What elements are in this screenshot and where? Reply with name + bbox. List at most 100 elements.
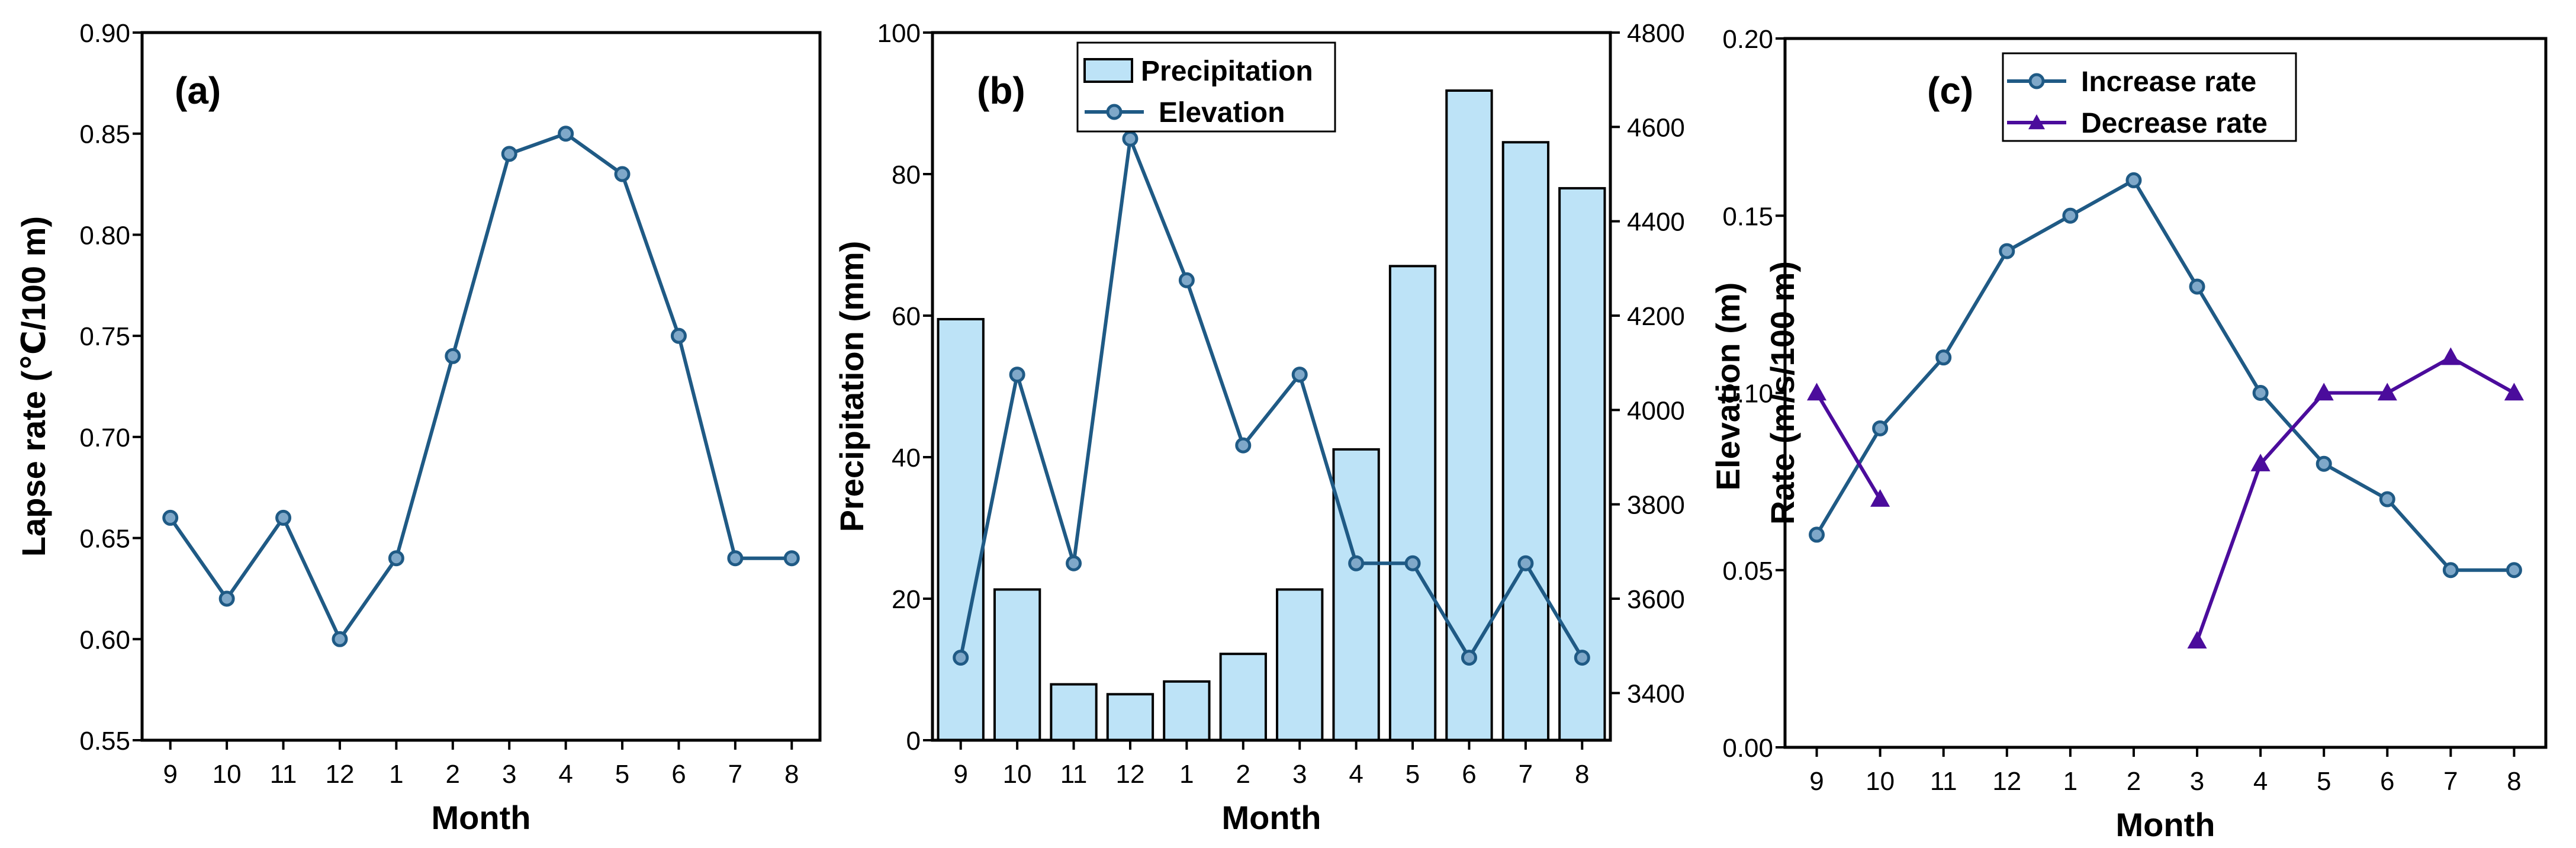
lapse-rate-point: [162, 509, 179, 526]
y-tick-label: 0.10: [1722, 380, 1773, 409]
lapse-rate-point: [332, 631, 348, 647]
increase-rate-point: [2506, 562, 2522, 579]
increase-rate-point: [1935, 349, 1952, 366]
lapse-rate-point: [445, 348, 461, 364]
legend-elevation-label: Elevation: [1159, 97, 1285, 129]
y-tick-label: 0.60: [79, 625, 130, 654]
precipitation-bar: [1332, 448, 1380, 741]
precipitation-bar: [1388, 265, 1437, 742]
plot-frame: [931, 31, 1612, 742]
decrease-rate-point: [2377, 383, 2397, 401]
decrease-rate-point: [1806, 383, 1827, 401]
increase-rate-point: [2379, 491, 2395, 507]
x-tick-label: 4: [1349, 760, 1363, 789]
lapse-rate-point: [501, 146, 517, 162]
y-tick-label: 4400: [1627, 208, 1685, 237]
decrease-rate-point: [2504, 383, 2524, 401]
increase-rate-point: [1999, 243, 2015, 259]
chart-c: 9 10 11 12 1 2 3 4 5 6 7 8Month0.000.050.100.150.20…: [1722, 25, 2548, 843]
y-tick-label: 3800: [1627, 491, 1685, 520]
increase-rate-point: [2252, 385, 2269, 401]
x-tick-label: 9: [953, 760, 967, 789]
x-tick-label: 1: [1179, 760, 1194, 789]
lapse-rate-point: [388, 550, 404, 567]
y-tick-label: 0.85: [79, 120, 130, 149]
increase-rate-point: [2125, 172, 2142, 188]
y-tick-label: 4600: [1627, 113, 1685, 142]
panel-label-c: (c): [1927, 69, 1973, 112]
chart-a: 9 10 11 12 1 2 3 4 5 6 7 8Month0.550.600.650.700.75…: [15, 19, 822, 836]
lapse-rate-line: [169, 131, 792, 641]
legend-increase-rate-swatch-marker: [2028, 73, 2045, 89]
y-tick-label: 60: [892, 302, 921, 331]
x-tick-label: 10: [1866, 767, 1895, 796]
legend-box: [2002, 52, 2297, 142]
legend-precipitation-label: Precipitation: [1141, 56, 1313, 87]
x-tick-label: 7: [728, 760, 742, 789]
x-axis-label: Month: [2116, 806, 2215, 843]
y-tick-label: 0.20: [1722, 25, 1773, 54]
x-tick-label: 7: [1519, 760, 1533, 789]
lapse-rate-point: [783, 550, 800, 567]
y-tick-label: 4800: [1627, 19, 1685, 48]
elevation-point: [1348, 555, 1365, 571]
x-tick-label: 7: [2443, 767, 2458, 796]
precipitation-bar: [1445, 89, 1493, 742]
increase-rate-point: [2062, 207, 2079, 224]
precipitation-bar: [1106, 693, 1154, 741]
y-tick-label: 100: [877, 19, 921, 48]
lapse-rate-point: [614, 166, 631, 182]
y-tick-label: 4200: [1627, 302, 1685, 331]
elevation-point: [1517, 555, 1534, 571]
legend-b: Precipitation Elevation: [1076, 41, 1336, 133]
x-tick-label: 8: [784, 760, 799, 789]
y-tick-label: 0.55: [79, 727, 130, 756]
increase-rate-point: [2442, 562, 2459, 579]
x-tick-label: 2: [2127, 767, 2141, 796]
y-axis-label: Precipitation (mm): [833, 241, 870, 532]
y-tick-label: 0.90: [79, 19, 130, 48]
y-tick-label: 4000: [1627, 396, 1685, 425]
y-tick-label: 0.00: [1722, 734, 1773, 763]
elevation-point: [953, 650, 969, 666]
increase-rate-point: [1872, 420, 1889, 436]
lapse-rate-point: [275, 509, 292, 526]
precipitation-bar: [1276, 588, 1324, 742]
y-tick-label: 3600: [1627, 585, 1685, 614]
increase-rate-point: [1809, 526, 1825, 543]
x-tick-label: 10: [213, 760, 242, 789]
y-tick-label: 0.05: [1722, 557, 1773, 586]
elevation-line: [959, 137, 1584, 660]
y-axis-label: Lapse rate (℃/100 m): [15, 216, 52, 557]
y-tick-label: 0: [906, 727, 921, 756]
x-tick-label: 12: [325, 760, 354, 789]
precipitation-bar: [1050, 683, 1098, 741]
elevation-point: [1404, 555, 1421, 571]
x-tick-label: 11: [270, 760, 297, 789]
y-tick-label: 0.15: [1722, 202, 1773, 231]
legend-elevation-swatch-marker: [1106, 104, 1123, 120]
precipitation-bar: [1219, 653, 1267, 741]
x-axis-label: Month: [1222, 799, 1321, 836]
x-tick-label: 5: [1406, 760, 1420, 789]
x-tick-label: 6: [671, 760, 686, 789]
y-tick-label: 20: [892, 585, 921, 614]
y-tick-label: 0.70: [79, 423, 130, 452]
x-tick-label: 1: [2063, 767, 2077, 796]
chart-b: 9 10 11 12 1 2 3 4 5 6 7 8Month020406080100Precipit…: [833, 19, 1747, 836]
elevation-point: [1235, 437, 1252, 454]
increase-rate-point: [2315, 455, 2332, 472]
x-tick-label: 5: [615, 760, 629, 789]
precipitation-bar: [1163, 680, 1211, 741]
elevation-point: [1574, 650, 1590, 666]
x-tick-label: 6: [1462, 760, 1476, 789]
x-tick-label: 2: [1236, 760, 1250, 789]
x-tick-label: 1: [389, 760, 403, 789]
x-tick-label: 3: [2190, 767, 2204, 796]
precipitation-bar: [1501, 141, 1550, 742]
y-tick-label: 3400: [1627, 679, 1685, 708]
elevation-point: [1178, 272, 1195, 288]
panel-label-a: (a): [175, 69, 221, 112]
x-tick-label: 6: [2380, 767, 2394, 796]
